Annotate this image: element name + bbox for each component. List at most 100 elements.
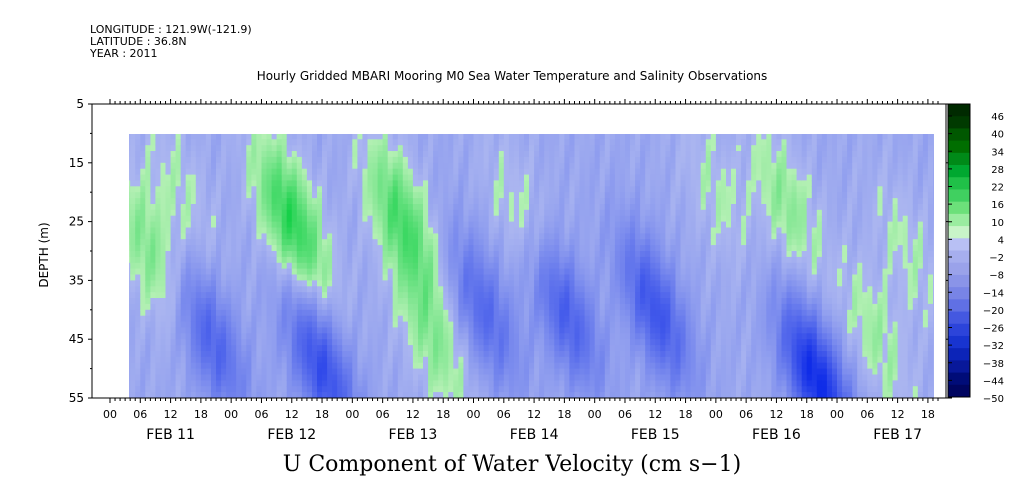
heatmap-cell — [281, 151, 288, 158]
heatmap-cell — [246, 274, 252, 281]
heatmap-cell — [200, 345, 207, 352]
heatmap-cell — [221, 198, 227, 205]
heatmap-cell — [200, 186, 207, 193]
heatmap-cell — [145, 280, 151, 287]
heatmap-cell — [170, 209, 177, 217]
heatmap-cell — [574, 151, 581, 158]
heatmap-cell — [135, 362, 141, 370]
heatmap-cell — [195, 368, 202, 376]
heatmap-cell — [665, 339, 671, 346]
heatmap-cell — [630, 139, 636, 146]
heatmap-cell — [352, 345, 358, 352]
heatmap-cell — [594, 174, 601, 182]
heatmap-cell — [418, 274, 424, 281]
heatmap-cell — [246, 386, 252, 393]
heatmap-cell — [630, 174, 636, 182]
heatmap-cell — [312, 134, 318, 140]
heatmap-cell — [256, 180, 262, 187]
heatmap-cell — [296, 156, 303, 164]
heatmap-cell — [180, 298, 187, 305]
heatmap-cell — [236, 221, 242, 229]
heatmap-cell — [352, 151, 358, 158]
heatmap-cell — [468, 292, 475, 299]
heatmap-cell — [241, 233, 247, 240]
heatmap-cell — [306, 233, 313, 240]
heatmap-cell — [589, 339, 596, 346]
heatmap-cell — [554, 239, 560, 246]
heatmap-cell — [463, 327, 469, 334]
heatmap-cell — [423, 156, 429, 164]
heatmap-cell — [438, 362, 444, 370]
heatmap-cell — [180, 221, 187, 229]
heatmap-cell — [347, 174, 353, 182]
heatmap-cell — [322, 134, 328, 140]
heatmap-cell — [544, 134, 550, 140]
heatmap-cell — [534, 180, 540, 187]
heatmap-cell — [221, 227, 227, 234]
heatmap-cell — [211, 251, 217, 258]
heatmap-cell — [559, 134, 565, 140]
heatmap-cell — [458, 215, 464, 223]
heatmap-cell — [539, 239, 545, 246]
heatmap-cell — [468, 345, 475, 352]
heatmap-cell — [458, 315, 464, 323]
heatmap-cell — [604, 321, 611, 329]
heatmap-cell — [675, 268, 682, 276]
heatmap-cell — [190, 315, 197, 323]
heatmap-cell — [190, 256, 197, 264]
heatmap-cell — [660, 245, 666, 252]
heatmap-cell — [660, 292, 666, 299]
heatmap-cell — [160, 251, 167, 258]
heatmap-cell — [443, 392, 449, 398]
heatmap-cell — [231, 162, 237, 170]
heatmap-cell — [236, 151, 242, 158]
heatmap-cell — [170, 156, 177, 164]
heatmap-cell — [155, 274, 161, 281]
heatmap-cell — [256, 227, 262, 234]
heatmap-cell — [256, 386, 262, 393]
heatmap-cell — [574, 309, 581, 317]
heatmap-cell — [584, 221, 591, 229]
heatmap-cell — [423, 309, 429, 317]
heatmap-cell — [180, 380, 187, 387]
heatmap-cell — [438, 356, 444, 364]
heatmap-cell — [281, 192, 288, 199]
heatmap-cell — [205, 380, 212, 387]
heatmap-cell — [498, 198, 505, 205]
heatmap-cell — [448, 309, 454, 317]
heatmap-cell — [130, 356, 136, 364]
heatmap-cell — [438, 162, 444, 170]
heatmap-cell — [347, 339, 353, 346]
heatmap-cell — [332, 292, 338, 299]
heatmap-cell — [185, 215, 192, 223]
heatmap-cell — [463, 368, 469, 376]
heatmap-cell — [670, 156, 676, 164]
heatmap-cell — [190, 221, 197, 229]
heatmap-cell — [650, 192, 656, 199]
heatmap-cell — [317, 292, 323, 299]
heatmap-cell — [584, 268, 591, 276]
heatmap-cell — [670, 292, 676, 299]
heatmap-cell — [190, 286, 197, 293]
heatmap-cell — [145, 268, 151, 276]
heatmap-cell — [387, 386, 394, 393]
heatmap-cell — [508, 268, 515, 276]
heatmap-cell — [130, 280, 136, 287]
heatmap-cell — [529, 286, 535, 293]
heatmap-cell — [438, 151, 444, 158]
heatmap-cell — [382, 303, 389, 311]
heatmap-cell — [145, 333, 151, 340]
heatmap-cell — [498, 303, 505, 311]
heatmap-cell — [286, 192, 293, 199]
heatmap-cell — [387, 315, 394, 323]
heatmap-cell — [332, 168, 338, 176]
heatmap-cell — [493, 274, 500, 281]
heatmap-cell — [205, 368, 212, 376]
heatmap-cell — [281, 362, 288, 370]
heatmap-cell — [337, 174, 343, 182]
heatmap-cell — [458, 362, 464, 370]
heatmap-cell — [524, 333, 530, 340]
heatmap-cell — [276, 356, 283, 364]
heatmap-cell — [306, 327, 313, 334]
heatmap-cell — [382, 145, 389, 152]
